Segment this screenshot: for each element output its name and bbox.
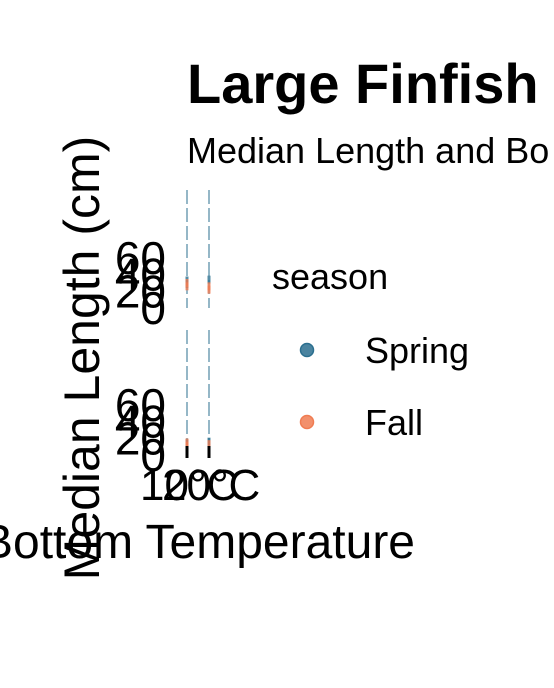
legend-key [299,414,315,430]
y-tick-label: 40 [115,249,166,301]
y-axis-label: Median Length (cm) [54,136,110,581]
legend-label: Fall [365,402,423,443]
legend-label: Spring [365,330,469,371]
y-tick-label: 40 [115,396,166,448]
y-tick-label: 0 [140,429,166,481]
x-axis-label: Bottom Temperature [0,516,415,569]
y-tick-label: 20 [115,265,166,317]
y-tick-label: 60 [115,379,166,431]
data-point [207,285,211,294]
chart-subtitle: Median Length and Bo [187,130,549,171]
y-tick-label: 0 [140,282,166,334]
chart-title: Large Finfish [187,52,539,115]
data-point [207,275,211,284]
legend-key [299,342,315,358]
y-tick-label: 60 [115,232,166,284]
data-point [185,441,189,450]
y-tick-label: 20 [115,412,166,464]
legend: season Spring Fall [272,256,469,443]
legend-title: season [272,256,388,297]
data-point [185,282,189,291]
x-tick-label: 20°C [162,461,260,510]
data-point [207,440,211,449]
x-tick-label: 10°C [140,461,238,510]
